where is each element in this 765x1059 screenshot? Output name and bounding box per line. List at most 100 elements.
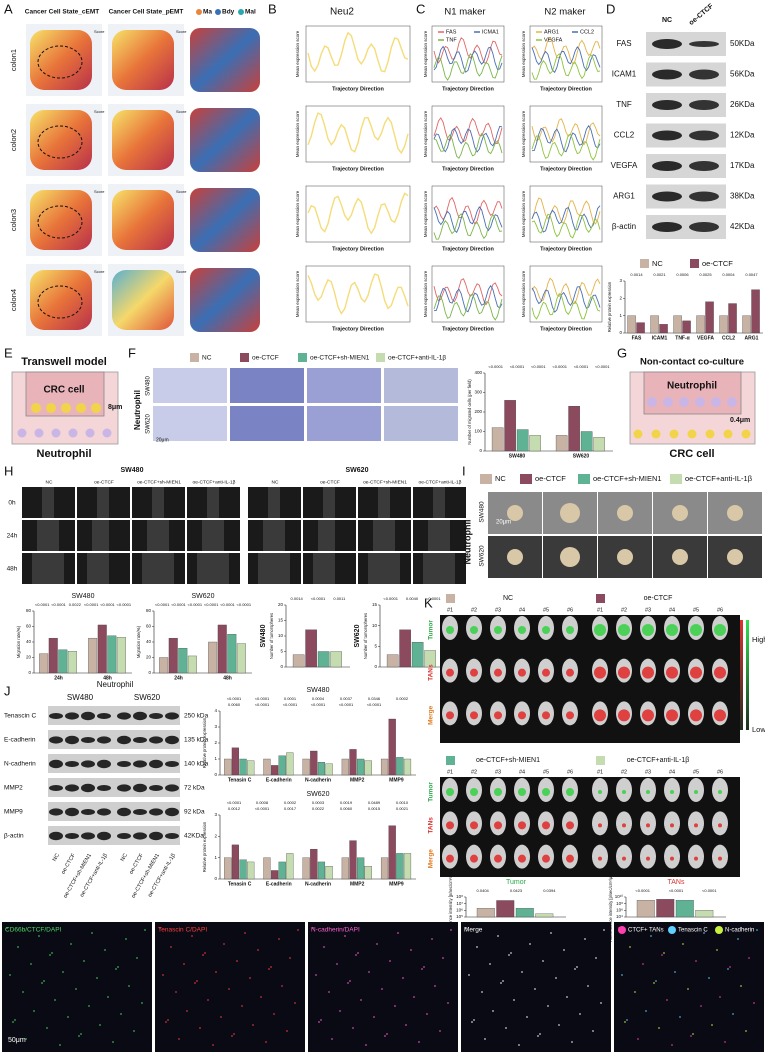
cell-icon: [705, 429, 715, 439]
blot-band: [165, 761, 179, 767]
speck: [579, 1013, 581, 1015]
panel-letter: E: [4, 345, 13, 360]
blot-band: [689, 161, 719, 171]
speck: [637, 1038, 639, 1040]
row-label: SW480: [479, 501, 486, 523]
bar: [107, 635, 117, 674]
blot-band: [652, 39, 682, 49]
cell-icon: [85, 428, 95, 438]
bar: [263, 857, 271, 880]
x-tick-label: N-cadherin: [305, 881, 331, 887]
speck: [539, 1033, 541, 1035]
speck: [144, 929, 146, 931]
speck: [115, 968, 117, 970]
axis-label: Trajectory Direction: [332, 326, 384, 332]
blot-band: [65, 712, 79, 720]
trend-line: [433, 284, 503, 313]
wound-gap: [258, 553, 290, 584]
blot-band: [97, 808, 111, 816]
bar: [310, 750, 318, 776]
protein-label: ICAM1: [612, 70, 637, 79]
x-tick-label: 24h: [174, 675, 183, 681]
y-tick-label: 4: [214, 708, 217, 713]
p-value: <0.0001: [255, 702, 270, 707]
bar: [349, 749, 357, 776]
sphere: [507, 549, 523, 565]
speck: [439, 1030, 441, 1032]
image: [112, 270, 174, 330]
x-tick-label: ICAM1: [652, 335, 668, 341]
chart-title: SW480: [72, 593, 95, 600]
cell-icon: [46, 403, 56, 413]
speck: [679, 1016, 681, 1018]
bar: [380, 758, 389, 776]
speck: [289, 957, 291, 959]
group-label: NC: [503, 595, 513, 602]
p-value: 0.0060: [340, 806, 353, 811]
region-outline: [37, 125, 83, 159]
cell-icon: [695, 397, 705, 407]
axis-label: Mean expression score: [423, 110, 428, 157]
blot-band: [117, 784, 131, 792]
speck: [49, 954, 51, 956]
trend-line: [433, 45, 503, 73]
bar: [396, 757, 404, 776]
insert: [643, 371, 742, 415]
row-label: 0h: [8, 500, 16, 507]
speck: [202, 954, 204, 956]
p-value: <0.0001: [155, 602, 170, 607]
y-tick-label: 0: [214, 772, 217, 777]
mouse-label: #2: [471, 769, 477, 775]
signal: [690, 709, 702, 722]
cell-icon: [68, 428, 78, 438]
bar: [555, 435, 568, 452]
y-tick-label: 80: [146, 608, 152, 613]
signal: [494, 668, 502, 677]
protein-label: TNF: [616, 100, 632, 109]
bar: [695, 910, 714, 918]
speck: [355, 954, 357, 956]
bar: [330, 651, 342, 668]
wound-gap: [197, 553, 229, 584]
sphere: [617, 549, 633, 565]
speck: [389, 960, 391, 962]
p-value: 0.0346: [368, 696, 381, 701]
speck: [450, 929, 452, 931]
y-tick-label: 60: [146, 624, 152, 629]
y-tick-label: 40: [146, 639, 152, 644]
blot-band: [652, 100, 682, 110]
speck: [629, 946, 631, 948]
cell-icon: [727, 397, 737, 407]
image: [112, 110, 174, 170]
speck: [384, 1035, 386, 1037]
scale-label: 20μm: [156, 437, 169, 443]
p-value: <0.0001: [171, 602, 186, 607]
speck: [368, 971, 370, 973]
p-value: 0.0006: [676, 272, 689, 277]
axis-label: Mean expression score: [295, 30, 300, 77]
blot-band: [65, 735, 79, 745]
speck: [117, 966, 119, 968]
legend-label: oe-CTCF: [252, 355, 279, 362]
trend-line: [531, 205, 601, 233]
y-tick-label: 10⁶: [616, 908, 623, 913]
speck: [421, 968, 423, 970]
pore-label: 0.4μm: [730, 417, 750, 424]
bar: [357, 758, 365, 776]
row-label: Merge: [428, 849, 435, 869]
speck: [674, 971, 676, 973]
speck: [38, 935, 40, 937]
cell-label: Neutrophil: [37, 448, 92, 460]
p-value: 0.0047: [745, 272, 758, 277]
p-value: 0.0022: [69, 602, 82, 607]
speck: [574, 968, 576, 970]
mouse-label: #2: [621, 607, 627, 613]
speck: [426, 1013, 428, 1015]
lane-label: NC: [120, 853, 129, 863]
panel-letter: J: [4, 683, 11, 698]
trend-line: [531, 46, 601, 74]
speck: [571, 1041, 573, 1043]
speck: [223, 943, 225, 945]
signal: [542, 668, 550, 677]
group-label: oe-CTCF+anti-IL-1β: [627, 757, 690, 764]
